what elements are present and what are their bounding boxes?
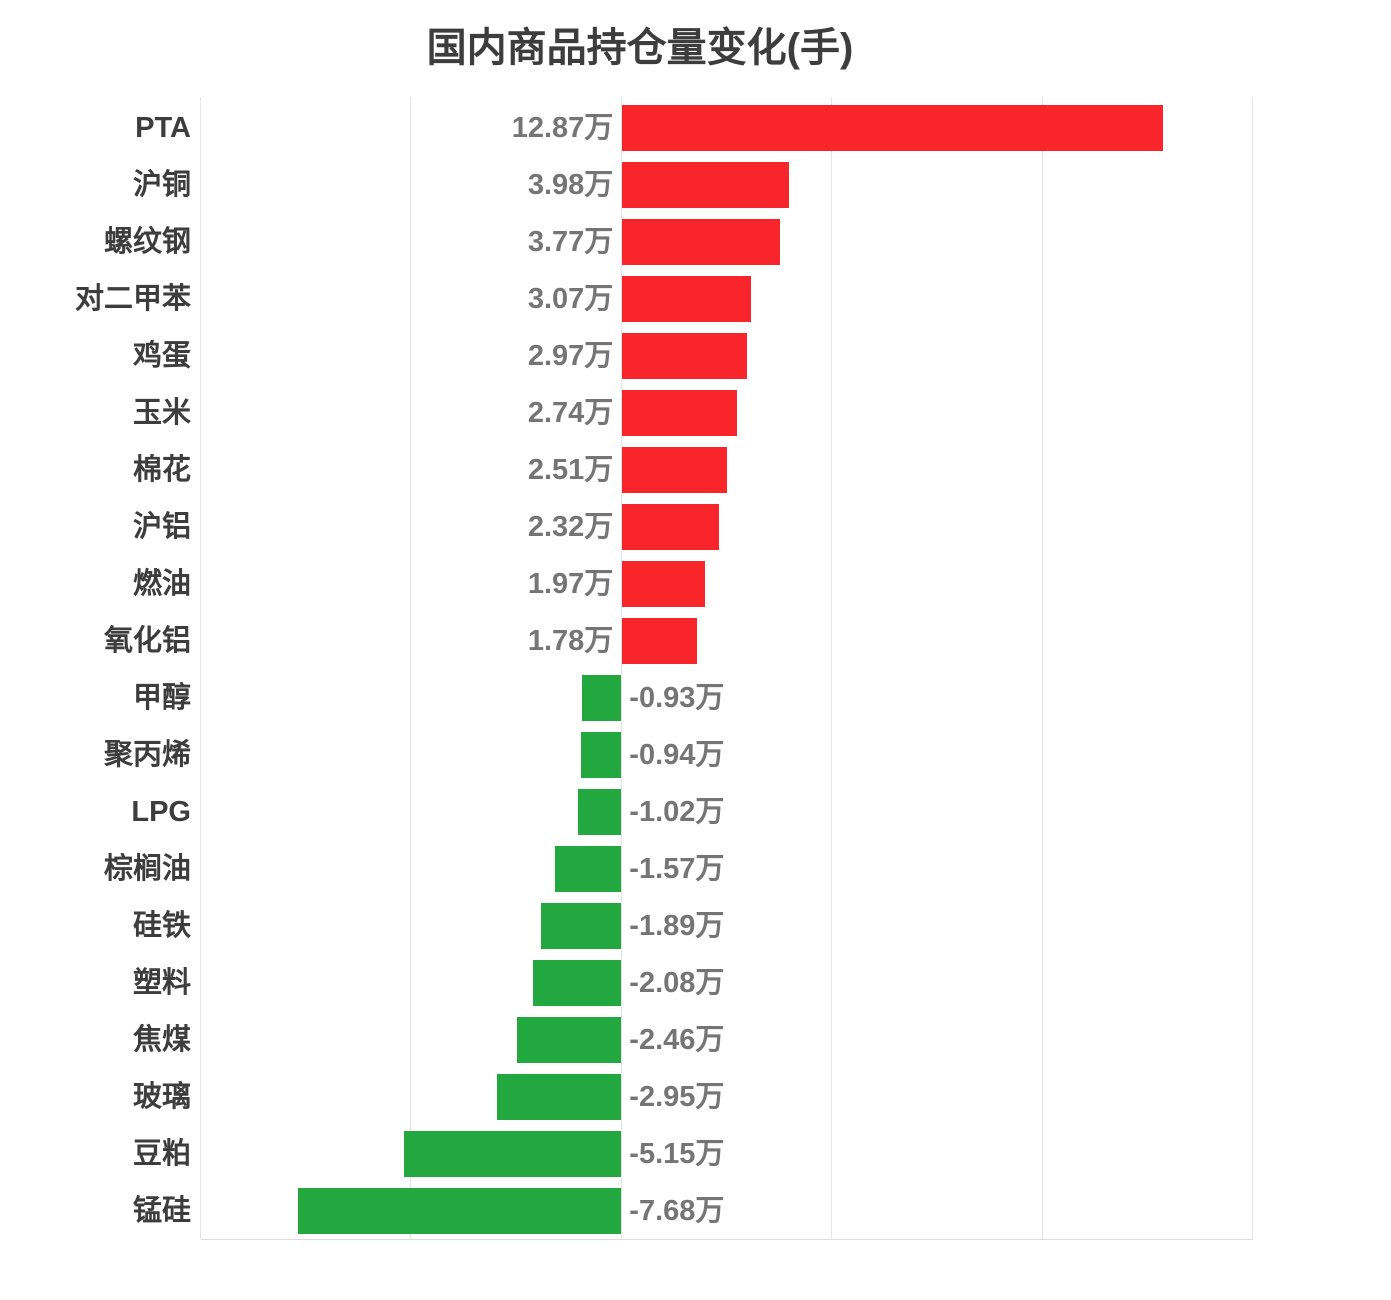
category-label: 玻璃 <box>132 1080 191 1113</box>
category-label: LPG <box>131 795 191 828</box>
category-label: 鸡蛋 <box>132 339 191 372</box>
category-label: 甲醇 <box>132 681 191 714</box>
value-label: -1.02万 <box>629 795 725 828</box>
value-label: 2.32万 <box>527 510 614 543</box>
value-label: 2.74万 <box>527 396 614 429</box>
value-label: -2.08万 <box>629 966 725 999</box>
bar-positive[interactable] <box>621 104 1164 151</box>
category-label: 燃油 <box>132 567 191 600</box>
category-label: 螺纹钢 <box>103 225 191 258</box>
gridline <box>200 97 201 1239</box>
category-label: PTA <box>135 111 191 144</box>
bar-positive[interactable] <box>621 617 697 664</box>
value-label: 3.98万 <box>527 168 614 201</box>
bar-negative[interactable] <box>554 845 621 892</box>
category-label: 棉花 <box>132 453 191 486</box>
category-label: 玉米 <box>132 396 191 429</box>
value-label: -7.68万 <box>629 1194 725 1227</box>
bar-positive[interactable] <box>621 332 747 379</box>
category-label: 塑料 <box>132 966 191 999</box>
value-label: -2.46万 <box>629 1023 725 1056</box>
category-label: 硅铁 <box>132 909 191 942</box>
bar-negative[interactable] <box>297 1187 621 1234</box>
bar-positive[interactable] <box>621 560 705 607</box>
gridline <box>1252 97 1253 1239</box>
value-label: -5.15万 <box>629 1137 725 1170</box>
bar-positive[interactable] <box>621 389 738 436</box>
gridline <box>831 97 833 1239</box>
category-label: 豆粕 <box>132 1137 191 1170</box>
category-label: 沪铜 <box>132 168 191 201</box>
value-label: -1.89万 <box>629 909 725 942</box>
x-axis-line <box>200 1239 1253 1240</box>
bar-positive[interactable] <box>621 503 720 550</box>
bar-negative[interactable] <box>533 959 621 1006</box>
bar-positive[interactable] <box>621 161 790 208</box>
chart-title: 国内商品持仓量变化(手) <box>426 26 854 70</box>
category-label: 锰硅 <box>132 1194 191 1227</box>
bar-negative[interactable] <box>404 1130 621 1177</box>
bar-negative[interactable] <box>577 788 621 835</box>
bar-negative[interactable] <box>541 902 621 949</box>
category-label: 对二甲苯 <box>74 282 191 315</box>
value-label: -0.94万 <box>629 738 725 771</box>
bar-negative[interactable] <box>517 1016 621 1063</box>
gridline <box>1041 97 1043 1239</box>
bar-negative[interactable] <box>581 731 621 778</box>
value-label: 3.77万 <box>527 225 614 258</box>
bar-positive[interactable] <box>621 275 751 322</box>
value-label: -1.57万 <box>629 852 725 885</box>
bar-negative[interactable] <box>581 674 621 721</box>
category-label: 氧化铝 <box>103 624 191 657</box>
category-label: 聚丙烯 <box>103 738 191 771</box>
category-label: 沪铝 <box>132 510 191 543</box>
value-label: 1.78万 <box>527 624 614 657</box>
value-label: 2.97万 <box>527 339 614 372</box>
value-label: -0.93万 <box>629 681 725 714</box>
value-label: 1.97万 <box>527 567 614 600</box>
bar-positive[interactable] <box>621 218 781 265</box>
gridline <box>620 97 622 1239</box>
category-label: 棕榈油 <box>103 852 191 885</box>
value-label: 3.07万 <box>527 282 614 315</box>
value-label: -2.95万 <box>629 1080 725 1113</box>
category-label: 焦煤 <box>132 1023 191 1056</box>
value-label: 2.51万 <box>527 453 614 486</box>
bar-positive[interactable] <box>621 446 728 493</box>
bar-negative[interactable] <box>496 1073 621 1120</box>
gridline <box>410 97 412 1239</box>
value-label: 12.87万 <box>511 111 614 144</box>
